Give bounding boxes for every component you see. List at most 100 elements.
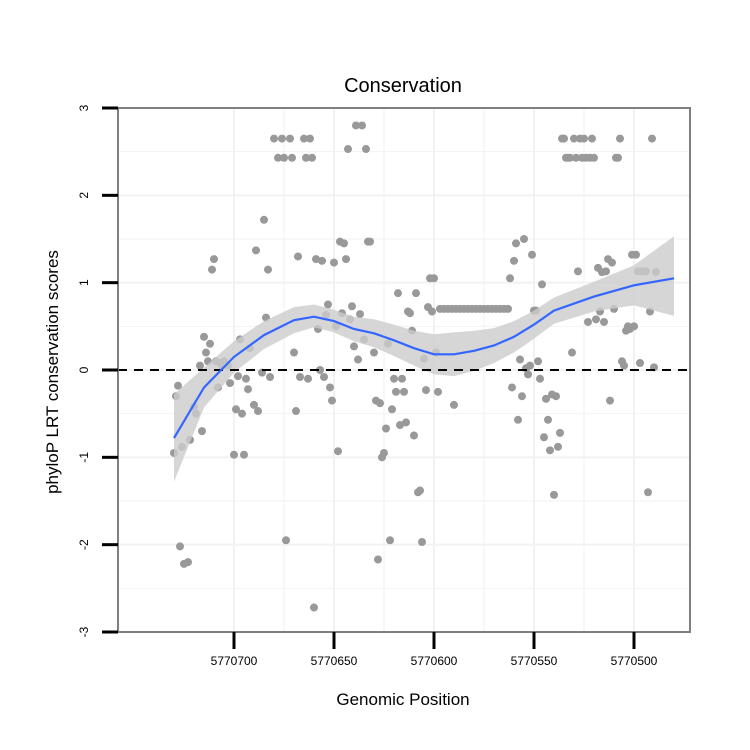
data-point — [370, 348, 378, 357]
data-point — [542, 394, 550, 403]
data-point — [614, 153, 622, 162]
data-point — [566, 153, 574, 162]
data-point — [344, 145, 352, 154]
data-point — [630, 322, 638, 331]
data-point — [568, 348, 576, 357]
smooth-trend-line — [173, 277, 675, 439]
data-point — [232, 405, 240, 414]
data-point — [520, 235, 528, 243]
data-point — [254, 407, 262, 416]
data-point — [252, 246, 260, 255]
data-point — [422, 386, 430, 395]
data-point — [266, 372, 274, 381]
data-point — [238, 409, 246, 418]
data-point — [418, 538, 426, 547]
data-point — [354, 355, 362, 364]
data-point — [324, 300, 332, 309]
data-point — [382, 424, 390, 433]
data-point — [402, 418, 410, 427]
y-tick-label: 2 — [77, 192, 91, 199]
data-point — [380, 448, 388, 457]
data-point — [348, 302, 356, 311]
confidence-ribbon — [174, 236, 674, 482]
data-point — [290, 348, 298, 357]
data-point — [540, 433, 548, 442]
data-point — [326, 383, 334, 392]
data-point — [296, 372, 304, 381]
y-tick-label: 0 — [77, 366, 91, 373]
x-tick-label: 5770550 — [511, 654, 558, 668]
data-point — [304, 374, 312, 383]
data-point — [620, 361, 628, 370]
y-axis-title: phyloP LRT conservation scores — [43, 250, 62, 494]
data-point — [316, 366, 324, 374]
data-point — [644, 488, 652, 497]
data-point — [350, 342, 358, 351]
data-point — [394, 289, 402, 298]
y-tick-label: -2 — [77, 539, 91, 550]
data-point — [260, 215, 268, 224]
data-point — [430, 274, 438, 283]
data-point — [374, 555, 382, 564]
x-tick-label: 5770500 — [611, 654, 658, 668]
data-point — [334, 447, 342, 456]
data-point — [536, 374, 544, 383]
data-point — [278, 134, 286, 143]
data-point — [636, 359, 644, 368]
data-point — [396, 421, 404, 430]
data-point — [226, 379, 234, 388]
data-point — [234, 372, 242, 381]
data-point — [302, 153, 310, 162]
data-point — [546, 446, 554, 455]
data-point — [552, 392, 560, 401]
data-point — [366, 237, 374, 246]
data-point — [356, 310, 364, 319]
data-point — [632, 250, 640, 259]
data-point — [358, 121, 366, 130]
data-point — [544, 415, 552, 424]
data-point — [410, 431, 418, 440]
data-point — [282, 536, 290, 545]
data-point — [528, 250, 536, 259]
data-point — [602, 267, 610, 276]
y-tick-label: -1 — [77, 452, 91, 463]
data-point — [554, 442, 562, 451]
data-point — [176, 542, 184, 551]
data-point — [196, 361, 204, 370]
x-tick-label: 5770600 — [411, 654, 458, 668]
data-point — [340, 239, 348, 248]
data-point — [584, 317, 592, 326]
data-point — [524, 370, 532, 379]
data-point — [352, 121, 360, 130]
data-point — [504, 304, 512, 313]
data-point — [556, 428, 564, 437]
x-tick-label: 5770650 — [311, 654, 358, 668]
data-point — [280, 153, 288, 162]
y-tick-label: 1 — [77, 279, 91, 286]
data-point — [308, 153, 316, 162]
data-point — [206, 339, 214, 348]
data-point — [174, 381, 182, 390]
data-point — [242, 374, 250, 383]
data-point — [200, 332, 208, 341]
data-point — [550, 490, 558, 499]
data-point — [286, 134, 294, 143]
data-point — [572, 153, 580, 162]
chart-title: Conservation — [344, 75, 462, 97]
data-point — [592, 315, 600, 324]
data-point — [388, 405, 396, 414]
data-point — [398, 374, 406, 383]
data-point — [534, 357, 542, 366]
data-point — [512, 239, 520, 248]
data-point — [600, 317, 608, 326]
data-point — [514, 415, 522, 424]
data-point — [416, 486, 424, 495]
data-point — [320, 372, 328, 381]
data-point — [318, 256, 326, 265]
data-point — [362, 145, 370, 154]
data-point — [198, 427, 206, 436]
data-point — [570, 134, 578, 143]
data-point — [330, 258, 338, 267]
data-point — [526, 361, 534, 370]
